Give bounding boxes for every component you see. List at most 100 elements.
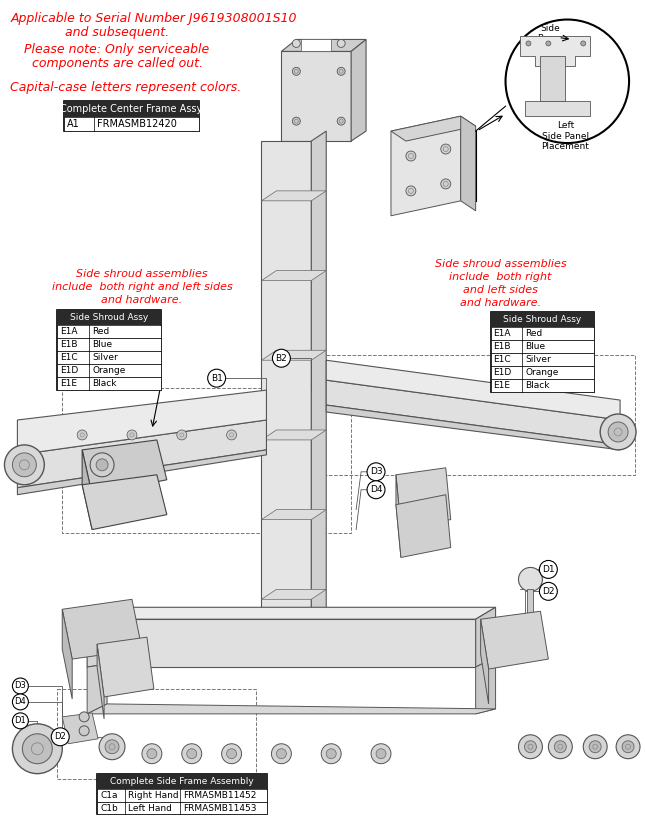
Text: E1B: E1B [493, 342, 511, 352]
FancyBboxPatch shape [97, 774, 268, 815]
Text: E1A: E1A [60, 327, 78, 336]
FancyBboxPatch shape [491, 312, 594, 392]
Text: B2: B2 [275, 354, 287, 362]
Text: FRMASMB12420: FRMASMB12420 [97, 119, 177, 129]
Text: Complete Center Frame Assy: Complete Center Frame Assy [61, 104, 203, 114]
Polygon shape [541, 56, 565, 102]
FancyBboxPatch shape [57, 310, 161, 390]
Polygon shape [281, 51, 351, 141]
Polygon shape [475, 657, 495, 714]
Circle shape [5, 445, 45, 485]
Text: E1D: E1D [60, 366, 79, 375]
Polygon shape [396, 475, 401, 557]
Polygon shape [62, 599, 142, 659]
FancyBboxPatch shape [64, 102, 199, 131]
Circle shape [548, 735, 572, 758]
Circle shape [12, 713, 28, 729]
Circle shape [526, 41, 531, 46]
Circle shape [608, 422, 628, 442]
FancyBboxPatch shape [491, 353, 594, 366]
Text: Orange: Orange [92, 366, 126, 375]
Text: Please note: Only serviceable: Please note: Only serviceable [25, 44, 210, 56]
Text: D3: D3 [14, 681, 26, 690]
FancyBboxPatch shape [491, 312, 594, 327]
Circle shape [222, 743, 241, 763]
Polygon shape [62, 713, 98, 743]
Text: Left
Side Panel
Placement: Left Side Panel Placement [541, 121, 590, 151]
Text: Side
Beam: Side Beam [537, 23, 563, 43]
Text: B1: B1 [211, 373, 223, 383]
Polygon shape [521, 36, 590, 66]
Circle shape [622, 741, 634, 753]
Text: E1C: E1C [493, 355, 511, 364]
Circle shape [441, 144, 451, 154]
Circle shape [51, 727, 69, 746]
FancyBboxPatch shape [491, 366, 594, 379]
Polygon shape [481, 619, 489, 704]
Polygon shape [391, 116, 461, 216]
Polygon shape [97, 637, 154, 697]
Text: Silver: Silver [92, 353, 118, 362]
Circle shape [337, 67, 345, 76]
Circle shape [583, 735, 607, 758]
Circle shape [337, 117, 345, 125]
Text: Black: Black [526, 381, 550, 390]
Polygon shape [82, 475, 167, 529]
Polygon shape [261, 350, 326, 360]
Text: D2: D2 [54, 732, 66, 742]
Polygon shape [62, 609, 72, 699]
Text: Applicable to Serial Number J9619308001S10: Applicable to Serial Number J9619308001S… [10, 12, 297, 24]
Circle shape [337, 39, 345, 48]
Polygon shape [87, 664, 107, 714]
Text: E1B: E1B [60, 341, 78, 349]
Text: E1E: E1E [60, 379, 77, 388]
Text: E1C: E1C [60, 353, 78, 362]
Polygon shape [301, 39, 331, 51]
Circle shape [406, 186, 416, 195]
Polygon shape [312, 131, 326, 659]
Polygon shape [396, 495, 451, 557]
Circle shape [590, 741, 601, 753]
Text: E1A: E1A [493, 330, 511, 338]
Text: FRMASMB11452: FRMASMB11452 [183, 790, 256, 800]
Text: Side Shroud Assy: Side Shroud Assy [503, 315, 582, 325]
Circle shape [142, 743, 162, 763]
Text: Blue: Blue [526, 342, 546, 352]
Text: Silver: Silver [526, 355, 551, 364]
Circle shape [177, 430, 187, 440]
Circle shape [208, 369, 226, 387]
Polygon shape [281, 39, 366, 51]
Polygon shape [261, 430, 326, 440]
Text: Left Hand: Left Hand [128, 804, 172, 812]
Circle shape [367, 463, 385, 481]
Polygon shape [326, 405, 620, 450]
FancyBboxPatch shape [57, 310, 161, 326]
Circle shape [182, 743, 202, 763]
FancyBboxPatch shape [97, 789, 268, 801]
Circle shape [524, 741, 537, 753]
Text: Red: Red [92, 327, 110, 336]
Circle shape [272, 743, 292, 763]
Polygon shape [461, 116, 475, 211]
FancyBboxPatch shape [57, 338, 161, 352]
Polygon shape [326, 360, 620, 420]
Circle shape [226, 748, 237, 758]
Text: Black: Black [92, 379, 117, 388]
Circle shape [616, 735, 640, 758]
Circle shape [226, 430, 237, 440]
Polygon shape [526, 102, 590, 116]
Text: Side shroud assemblies
include  both right and left sides
and hardware.: Side shroud assemblies include both righ… [52, 268, 232, 305]
Circle shape [292, 117, 301, 125]
Text: D2: D2 [542, 586, 555, 596]
Polygon shape [82, 440, 167, 495]
FancyBboxPatch shape [57, 378, 161, 390]
Text: A1: A1 [67, 119, 80, 129]
Circle shape [272, 349, 290, 367]
Polygon shape [481, 612, 548, 669]
Circle shape [371, 743, 391, 763]
Polygon shape [351, 39, 366, 141]
Text: Blue: Blue [92, 341, 112, 349]
Circle shape [77, 430, 87, 440]
FancyBboxPatch shape [57, 352, 161, 364]
Text: D1: D1 [542, 565, 555, 574]
